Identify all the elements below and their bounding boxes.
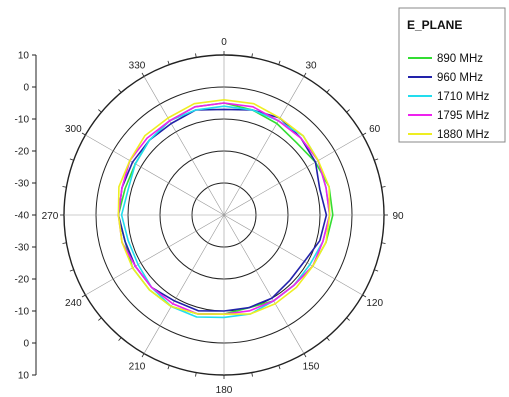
- grid-tick: [167, 365, 170, 370]
- legend-label: 1880 MHz: [437, 129, 490, 141]
- grid-tick: [381, 242, 386, 244]
- angle-label: 30: [305, 60, 317, 71]
- series-line: [117, 108, 328, 312]
- grid-spoke: [223, 76, 305, 216]
- grid-tick: [98, 109, 102, 113]
- radial-tick-label: -20: [15, 275, 30, 286]
- grid-tick: [195, 372, 197, 377]
- radial-tick-label: 10: [18, 371, 30, 382]
- radial-tick-label: -20: [15, 147, 30, 158]
- grid-tick: [167, 60, 170, 65]
- legend-title: E_PLANE: [407, 18, 462, 32]
- grid-tick: [81, 294, 86, 298]
- grid-tick: [278, 365, 281, 370]
- legend-label: 890 MHz: [437, 53, 483, 65]
- grid-tick: [374, 269, 379, 272]
- radial-tick-label: 0: [23, 83, 29, 94]
- angle-label: 60: [369, 124, 381, 135]
- grid-tick: [141, 72, 145, 77]
- grid-tick: [62, 186, 67, 188]
- angle-label: 180: [216, 385, 233, 396]
- grid-tick: [278, 60, 281, 65]
- angle-label: 90: [392, 211, 404, 222]
- grid-spoke: [143, 214, 225, 354]
- grid-spoke: [85, 214, 225, 296]
- grid-tick: [69, 158, 74, 161]
- grid-tick: [326, 337, 330, 341]
- grid-tick: [251, 53, 253, 58]
- grid-tick: [381, 186, 386, 188]
- grid-tick: [141, 353, 145, 358]
- grid-tick: [118, 337, 122, 341]
- grid-tick: [362, 294, 367, 298]
- grid-spoke: [223, 214, 363, 296]
- radial-axis: 10 0 -10 -20 -30 -40 -30 -20 -10 0 10: [15, 51, 37, 382]
- legend-label: 1710 MHz: [437, 91, 490, 103]
- legend-box: [398, 7, 506, 143]
- grid-tick: [346, 317, 350, 321]
- radial-tick-label: -40: [15, 211, 30, 222]
- legend-items: 890 MHz 960 MHz 1710 MHz 1795 MHz 1880 MHz: [408, 53, 490, 141]
- radial-tick-label: 10: [18, 51, 30, 62]
- radial-tick-label: -30: [15, 243, 30, 254]
- radial-tick-label: 0: [23, 339, 29, 350]
- grid-spoke: [85, 134, 225, 216]
- grid-tick: [303, 72, 307, 77]
- grid-tick: [118, 89, 122, 93]
- grid-tick: [251, 372, 253, 377]
- angle-label: 240: [65, 298, 82, 309]
- grid-tick: [362, 132, 367, 136]
- grid-spoke: [223, 134, 363, 216]
- radial-tick-label: -30: [15, 179, 30, 190]
- angle-label: 300: [65, 124, 82, 135]
- series-group: [117, 99, 334, 319]
- angle-label: 150: [303, 362, 320, 373]
- grid-spoke: [223, 214, 305, 354]
- grid-tick: [195, 53, 197, 58]
- grid-tick: [374, 158, 379, 161]
- polar-grid: [60, 51, 388, 379]
- angle-label: 120: [366, 298, 383, 309]
- angle-label: 210: [129, 362, 146, 373]
- grid-tick: [62, 242, 67, 244]
- grid-tick: [81, 132, 86, 136]
- legend-label: 1795 MHz: [437, 110, 490, 122]
- angle-label: 330: [129, 60, 146, 71]
- angle-label: 270: [42, 211, 59, 222]
- grid-tick: [303, 353, 307, 358]
- angle-label: 0: [221, 37, 227, 48]
- radial-tick-label: -10: [15, 307, 30, 318]
- series-line: [117, 99, 331, 316]
- grid-spoke: [143, 76, 225, 216]
- radial-tick-label: -10: [15, 115, 30, 126]
- grid-tick: [98, 317, 102, 321]
- legend: E_PLANE 890 MHz 960 MHz 1710 MHz 1795 MHz 18…: [398, 7, 506, 143]
- grid-tick: [326, 89, 330, 93]
- angle-labels: 0 30 60 90 120 150 180 210 240 270 300 330: [42, 37, 404, 396]
- grid-tick: [346, 109, 350, 113]
- grid-tick: [69, 269, 74, 272]
- legend-label: 960 MHz: [437, 72, 483, 84]
